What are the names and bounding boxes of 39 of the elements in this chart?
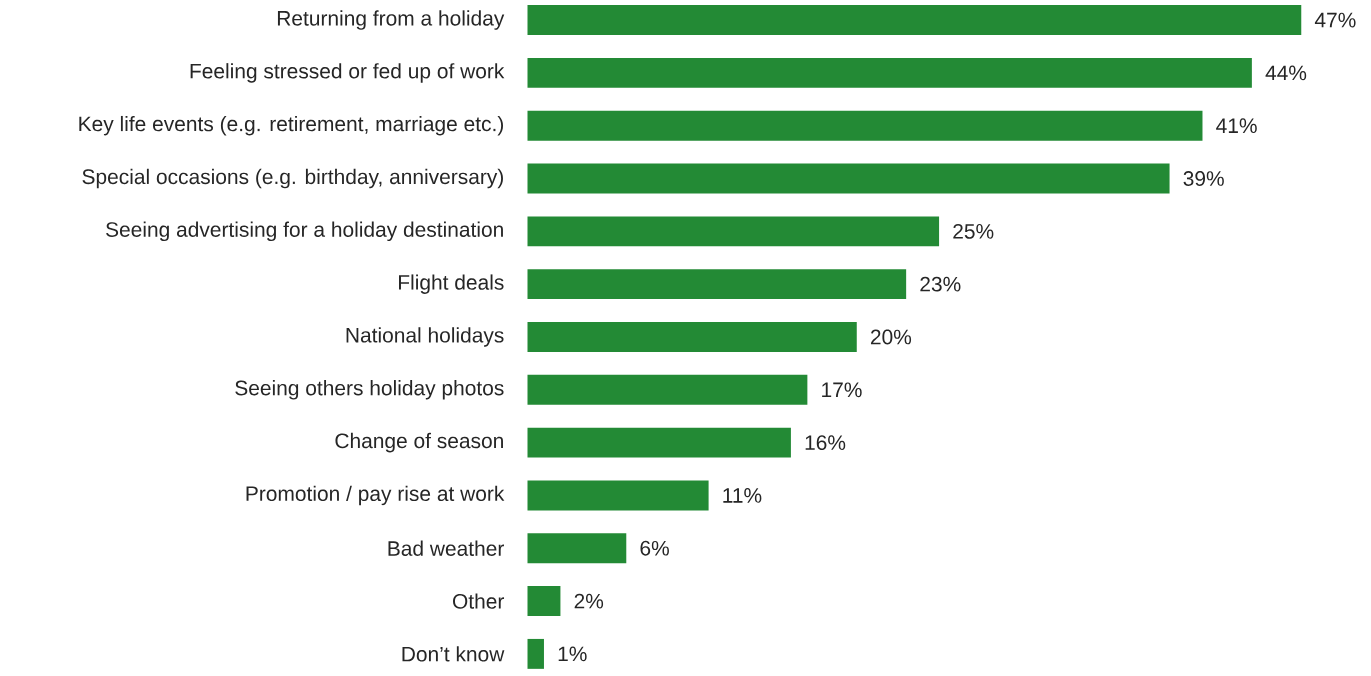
y-tick-label: Key life events (e.g. retirement, marriage etc.) (79, 115, 504, 136)
bar (527, 533, 627, 564)
y-tick-label: Returning from a holiday (277, 10, 505, 30)
bar (527, 5, 1302, 35)
y-tick-label: Feeling stressed or fed up of work (190, 63, 505, 83)
bar (527, 110, 1203, 141)
bar (527, 427, 791, 458)
data-label: 2% (574, 593, 604, 609)
data-label: 47% (1314, 12, 1356, 28)
data-label: 44% (1265, 65, 1307, 81)
y-tick-label: Don’t know (402, 646, 505, 662)
bar (527, 374, 808, 405)
y-tick-label: Special occasions (e.g. birthday, anniversary) (82, 168, 503, 189)
y-tick-label: Change of season (335, 432, 503, 453)
y-tick-label: Bad weather (388, 540, 504, 556)
data-label: 16% (805, 435, 846, 450)
bar (527, 163, 1170, 194)
data-label: 17% (822, 382, 862, 398)
y-tick-label: Seeing advertising for a holiday destination (106, 221, 503, 242)
data-label: 25% (953, 223, 994, 239)
bar (527, 57, 1252, 88)
data-label: 11% (723, 488, 762, 503)
y-tick-label: Flight deals (399, 274, 504, 294)
bar (527, 586, 561, 616)
data-label: 23% (920, 276, 961, 292)
y-tick-label: Other (453, 593, 505, 609)
data-label: 39% (1183, 171, 1224, 186)
y-tick-label: Seeing others holiday photos (235, 380, 504, 400)
data-label: 6% (640, 540, 669, 556)
bar (527, 638, 544, 669)
bar (527, 321, 857, 352)
data-label: 41% (1216, 118, 1257, 133)
bar (527, 216, 940, 247)
data-label: 1% (558, 646, 587, 662)
y-tick-label: National holidays (346, 327, 504, 347)
bar (527, 269, 907, 300)
data-label: 20% (870, 329, 912, 345)
y-tick-label: Promotion / pay rise at work (246, 485, 505, 506)
bar (527, 480, 709, 511)
